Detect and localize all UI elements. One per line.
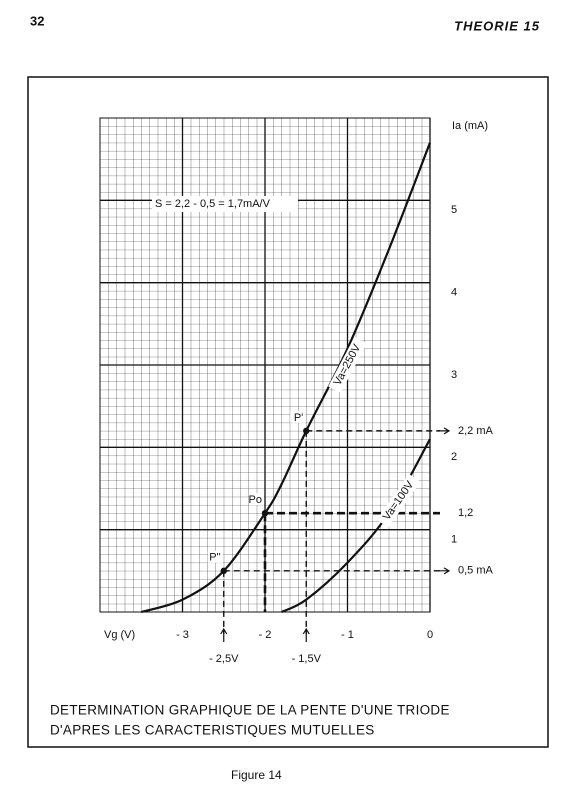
figure-label: Figure 14 bbox=[231, 768, 282, 782]
point-label: Po bbox=[249, 494, 262, 506]
x-axis-label: Vg (V) bbox=[104, 629, 135, 641]
x-marker-label: - 2,5V bbox=[209, 653, 239, 665]
plot: - 3 - 2 - 1 0 1 2 3 4 5 Ia (mA) Vg (V) S = 2,2 - 0,… bbox=[100, 118, 494, 665]
caption-line: DETERMINATION GRAPHIQUE DE LA PENTE D'UN… bbox=[50, 703, 450, 718]
y-marker-label: 0,5 mA bbox=[458, 565, 494, 577]
y-tick-label: 3 bbox=[451, 369, 457, 381]
marker-arrow bbox=[220, 627, 228, 642]
y-marker-label: 1,2 bbox=[458, 507, 473, 519]
point-label-bg bbox=[249, 493, 264, 506]
x-marker-label: - 1,5V bbox=[292, 653, 322, 665]
caption-line: D'APRES LES CARACTERISTIQUES MUTUELLES bbox=[50, 723, 375, 738]
y-axis-label: Ia (mA) bbox=[452, 120, 488, 132]
x-tick-label: - 2 bbox=[259, 629, 272, 641]
running-head: THEORIE 15 bbox=[454, 18, 540, 33]
point-label: P'' bbox=[209, 552, 221, 564]
figure-frame bbox=[27, 76, 549, 748]
curve bbox=[140, 142, 432, 614]
y-marker-label: 2,2 mA bbox=[458, 425, 494, 437]
x-tick-label: 0 bbox=[427, 629, 433, 641]
point-label: P' bbox=[294, 412, 303, 424]
point-label-bg bbox=[207, 550, 223, 563]
page-number: 32 bbox=[30, 13, 44, 28]
x-tick-label: - 1 bbox=[341, 629, 354, 641]
annotation-bg bbox=[152, 196, 298, 212]
x-tick-label: - 3 bbox=[176, 629, 189, 641]
y-tick-label: 1 bbox=[451, 534, 457, 546]
annotation: S = 2,2 - 0,5 = 1,7mA/V bbox=[155, 198, 271, 210]
series-label-bg bbox=[328, 336, 367, 394]
series-label-bg bbox=[376, 473, 421, 528]
point bbox=[261, 510, 269, 517]
point-label-bg bbox=[290, 410, 306, 423]
marker-arrow bbox=[438, 427, 451, 435]
point bbox=[303, 427, 310, 435]
point bbox=[220, 567, 227, 575]
marker-arrow bbox=[302, 627, 310, 642]
y-tick-label: 5 bbox=[451, 204, 457, 216]
y-tick-label: 4 bbox=[451, 287, 457, 299]
marker-arrow bbox=[438, 567, 451, 575]
y-tick-label: 2 bbox=[451, 451, 457, 463]
